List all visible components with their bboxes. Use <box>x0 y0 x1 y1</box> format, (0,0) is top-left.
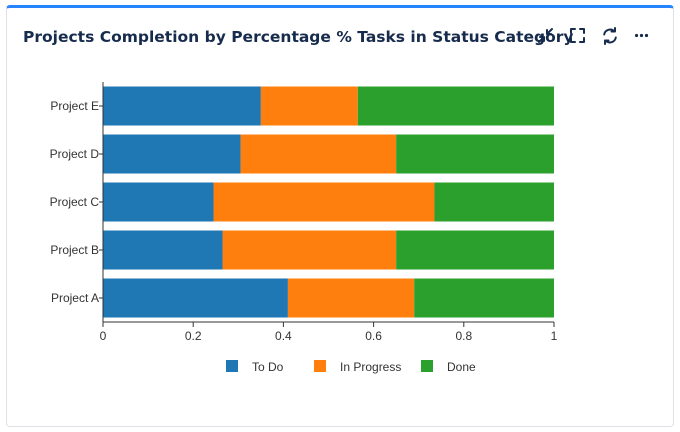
collapse-icon[interactable] <box>536 26 555 45</box>
x-tick-label: 0 <box>100 329 107 343</box>
bar-project-e-in-progress[interactable] <box>260 86 358 126</box>
bar-project-e-to-do[interactable] <box>103 86 261 126</box>
widget-toolbar <box>536 26 651 45</box>
bar-project-b-done[interactable] <box>396 230 554 270</box>
bar-project-c-done[interactable] <box>434 182 554 222</box>
legend-swatch-in-progress <box>314 360 326 372</box>
x-tick-label: 1 <box>551 329 558 343</box>
legend-label-in-progress: In Progress <box>340 360 401 374</box>
x-tick-label: 0.4 <box>275 329 292 343</box>
legend-swatch-done <box>421 360 433 372</box>
x-tick-label: 0.8 <box>455 329 472 343</box>
more-icon[interactable] <box>632 26 651 45</box>
refresh-icon[interactable] <box>600 26 619 45</box>
legend-swatch-to-do <box>226 360 238 372</box>
y-tick-label: Project B <box>50 243 99 257</box>
bar-project-a-done[interactable] <box>414 278 554 318</box>
bar-project-c-in-progress[interactable] <box>213 182 435 222</box>
y-tick-label: Project A <box>51 291 99 305</box>
bar-project-d-done[interactable] <box>396 134 554 174</box>
bar-project-d-in-progress[interactable] <box>240 134 397 174</box>
fullscreen-icon[interactable] <box>568 26 587 45</box>
x-tick-label: 0.6 <box>365 329 382 343</box>
y-tick-label: Project E <box>50 99 99 113</box>
bar-project-c-to-do[interactable] <box>103 182 214 222</box>
bar-project-b-to-do[interactable] <box>103 230 223 270</box>
y-tick-label: Project D <box>50 147 100 161</box>
bar-project-b-in-progress[interactable] <box>222 230 397 270</box>
bar-project-a-in-progress[interactable] <box>287 278 415 318</box>
legend-label-done: Done <box>447 360 476 374</box>
bar-project-a-to-do[interactable] <box>103 278 288 318</box>
widget-title: Projects Completion by Percentage % Task… <box>23 28 574 46</box>
bar-project-d-to-do[interactable] <box>103 134 241 174</box>
y-tick-label: Project C <box>50 195 100 209</box>
legend-label-to-do: To Do <box>252 360 284 374</box>
bar-project-e-done[interactable] <box>357 86 554 126</box>
x-tick-label: 0.2 <box>185 329 202 343</box>
